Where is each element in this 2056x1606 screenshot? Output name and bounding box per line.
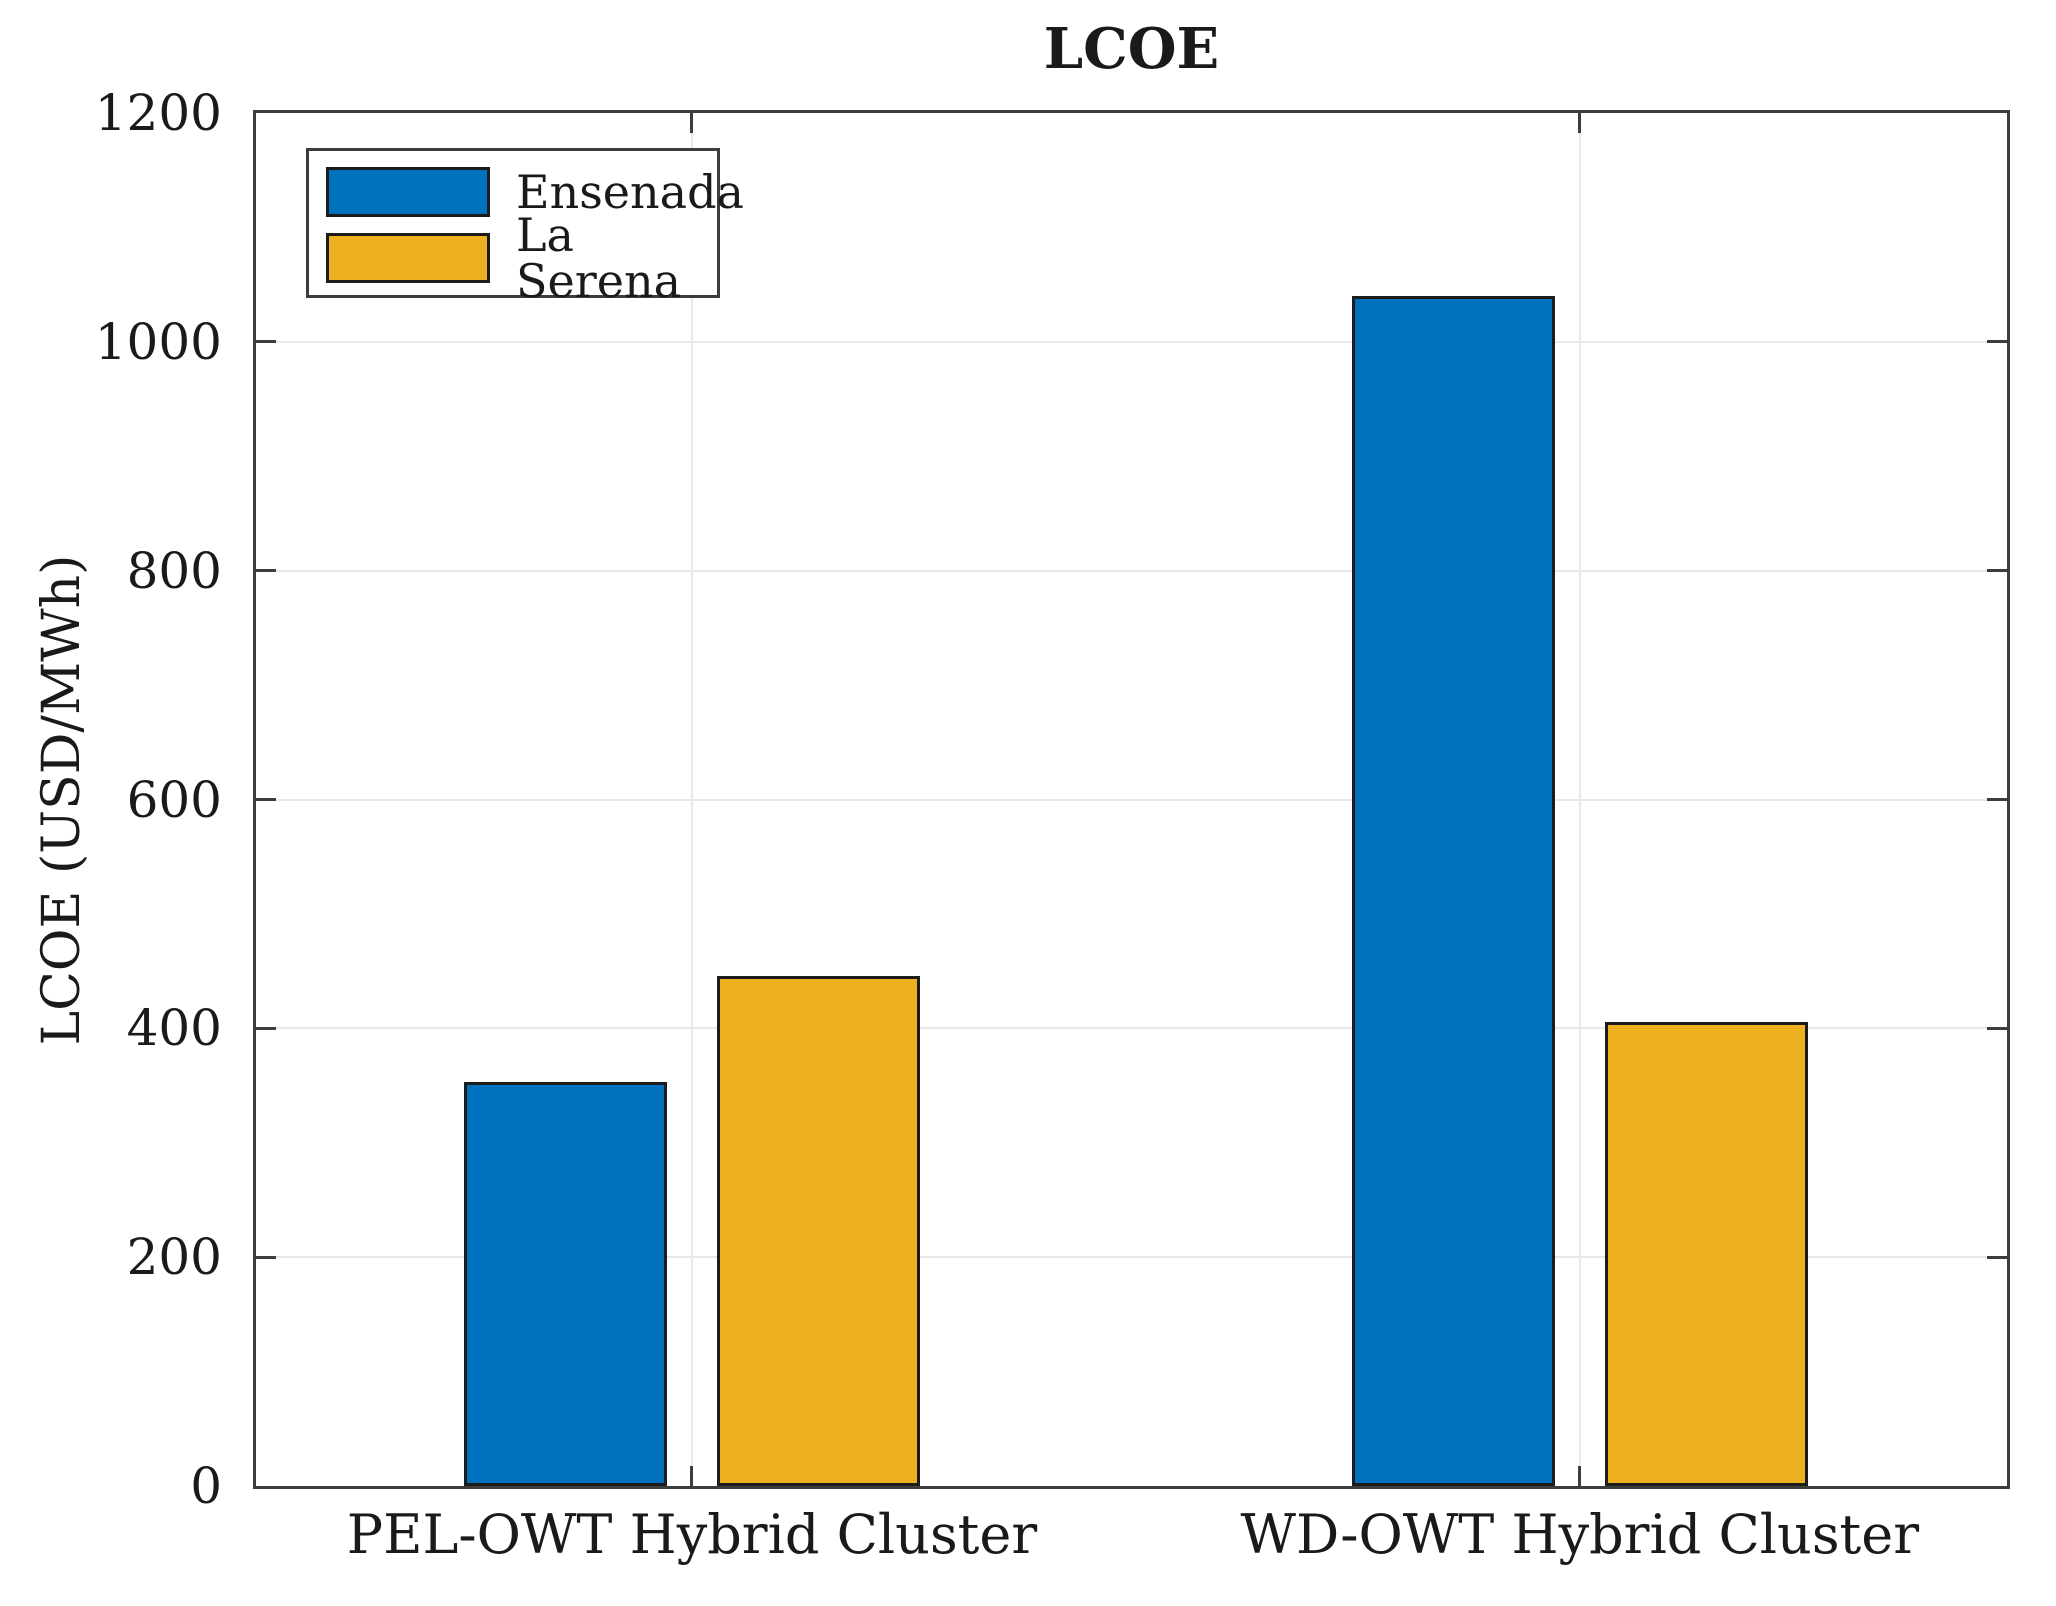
legend-label-ensenada: Ensenada xyxy=(516,165,744,219)
chart-title: LCOE xyxy=(1043,16,1220,82)
y-tick-left-800 xyxy=(256,569,276,573)
y-tick-right-1000 xyxy=(1987,340,2007,344)
bar-ensenada-wd-owt-hybrid-cluster xyxy=(1351,296,1555,1486)
x-tick-top-wd-owt-hybrid-cluster xyxy=(1578,113,1582,133)
gridline-h-600 xyxy=(256,798,2007,801)
gridline-h-800 xyxy=(256,569,2007,572)
bar-ensenada-pel-owt-hybrid-cluster xyxy=(463,1082,667,1486)
y-tick-label-200: 200 xyxy=(126,1228,222,1287)
legend-label-la-serena: La Serena xyxy=(516,208,681,308)
y-tick-label-1200: 1200 xyxy=(94,84,222,142)
gridline-h-400 xyxy=(256,1027,2007,1030)
legend: Ensenada La Serena xyxy=(306,148,744,304)
gridline-v-pel-owt-hybrid-cluster xyxy=(690,113,693,1486)
plot-area: Ensenada La Serena xyxy=(253,110,2010,1489)
x-tick-top-pel-owt-hybrid-cluster xyxy=(690,113,694,133)
y-tick-label-400: 400 xyxy=(126,999,222,1058)
legend-row-la-serena: La Serena xyxy=(326,212,717,304)
y-tick-left-400 xyxy=(256,1026,276,1030)
y-tick-left-600 xyxy=(256,798,276,801)
y-tick-right-800 xyxy=(1987,569,2007,573)
y-tick-label-0: 0 xyxy=(190,1457,222,1515)
bar-la-serena-wd-owt-hybrid-cluster xyxy=(1605,1021,1808,1486)
y-tick-left-1000 xyxy=(256,340,276,344)
y-tick-left-200 xyxy=(256,1255,276,1259)
x-tick-bottom-wd-owt-hybrid-cluster xyxy=(1578,1466,1582,1486)
x-tick-label-wd-owt-hybrid-cluster: WD-OWT Hybrid Cluster xyxy=(1240,1503,1920,1566)
gridline-h-1000 xyxy=(256,340,2007,343)
legend-row-ensenada: Ensenada xyxy=(326,159,744,225)
y-tick-label-1000: 1000 xyxy=(94,312,222,371)
y-tick-right-400 xyxy=(1987,1026,2007,1030)
legend-swatch-la-serena xyxy=(326,233,490,283)
bar-la-serena-pel-owt-hybrid-cluster xyxy=(717,975,921,1486)
gridline-v-wd-owt-hybrid-cluster xyxy=(1578,113,1581,1486)
x-tick-label-pel-owt-hybrid-cluster: PEL-OWT Hybrid Cluster xyxy=(346,1503,1038,1566)
gridline-h-200 xyxy=(256,1256,2007,1259)
x-tick-bottom-pel-owt-hybrid-cluster xyxy=(690,1466,694,1486)
y-tick-label-600: 600 xyxy=(126,770,222,829)
legend-swatch-ensenada xyxy=(326,167,490,217)
y-tick-label-800: 800 xyxy=(126,541,222,600)
y-tick-right-200 xyxy=(1987,1255,2007,1259)
y-tick-right-600 xyxy=(1987,798,2007,801)
